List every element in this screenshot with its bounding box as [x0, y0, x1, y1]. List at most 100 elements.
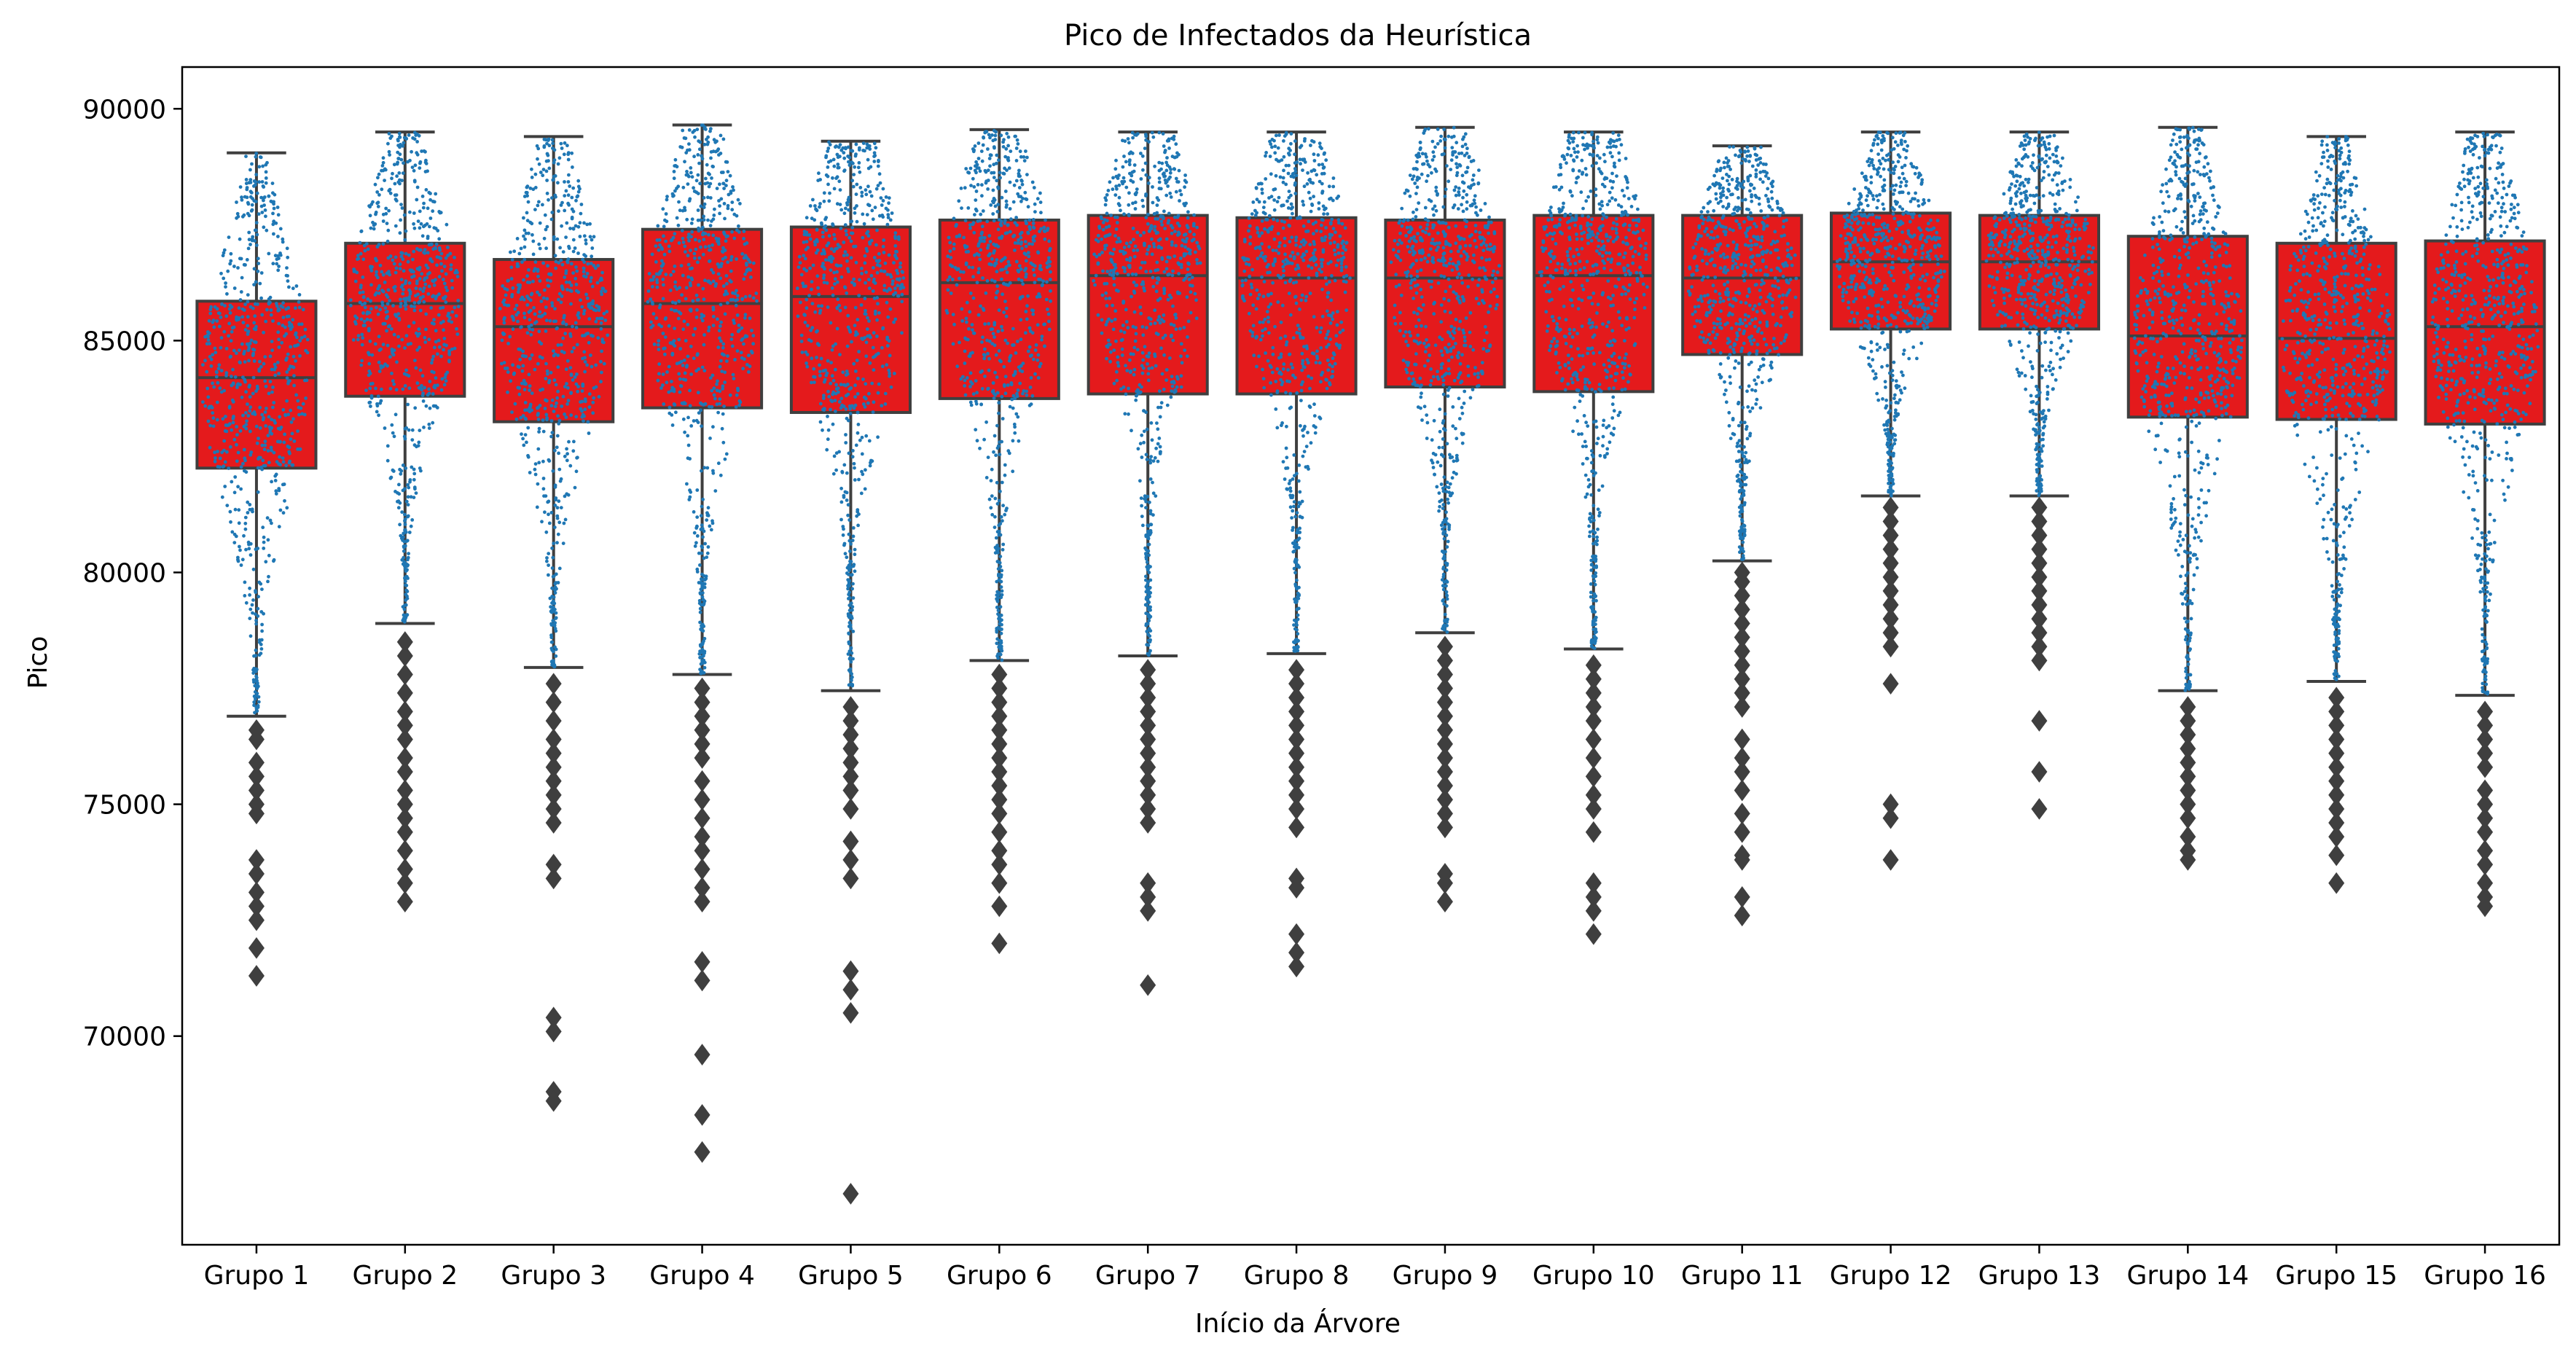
swarm-point: [447, 359, 451, 362]
swarm-point: [251, 392, 255, 396]
swarm-point: [863, 396, 866, 399]
swarm-point: [502, 332, 506, 336]
swarm-point: [740, 252, 744, 256]
swarm-point: [1162, 320, 1166, 324]
swarm-point: [1001, 141, 1005, 144]
swarm-point: [719, 474, 723, 477]
swarm-point: [824, 216, 828, 219]
outlier-point: [397, 664, 413, 686]
swarm-point: [511, 293, 514, 297]
swarm-point: [663, 253, 667, 257]
swarm-point: [887, 369, 890, 372]
swarm-point: [817, 171, 821, 175]
swarm-point: [1146, 222, 1150, 226]
swarm-point: [395, 199, 399, 203]
swarm-point: [423, 283, 427, 286]
swarm-point: [1003, 257, 1006, 260]
swarm-point: [850, 404, 854, 408]
swarm-point: [1041, 283, 1044, 286]
swarm-point: [212, 424, 216, 428]
swarm-point: [260, 413, 264, 417]
swarm-point: [1019, 155, 1023, 159]
swarm-point: [689, 171, 693, 175]
swarm-point: [702, 253, 705, 257]
swarm-point: [719, 365, 722, 369]
swarm-point: [1175, 316, 1178, 320]
y-axis-label: Pico: [23, 636, 53, 689]
swarm-point: [873, 256, 877, 259]
outlier-point: [842, 831, 858, 853]
outlier-point: [842, 849, 858, 871]
swarm-point: [823, 200, 826, 203]
swarm-point: [718, 204, 721, 208]
swarm-point: [893, 236, 897, 240]
swarm-point: [580, 305, 584, 309]
swarm-point: [1176, 233, 1180, 237]
swarm-point: [687, 239, 691, 243]
swarm-point: [1097, 234, 1100, 238]
swarm-point: [693, 327, 697, 331]
swarm-point: [1025, 318, 1029, 321]
swarm-point: [996, 657, 1000, 660]
swarm-point: [407, 486, 410, 490]
swarm-point: [1141, 325, 1145, 329]
swarm-point: [1013, 184, 1017, 187]
swarm-point: [695, 488, 699, 492]
swarm-point: [533, 313, 537, 316]
swarm-point: [551, 431, 555, 434]
swarm-point: [885, 195, 888, 199]
swarm-point: [670, 380, 673, 383]
swarm-point: [678, 300, 681, 303]
swarm-point: [1025, 222, 1028, 225]
swarm-point: [798, 255, 802, 259]
swarm-point: [407, 552, 410, 555]
swarm-point: [856, 524, 860, 528]
swarm-point: [415, 280, 419, 283]
swarm-point: [825, 448, 829, 452]
swarm-point: [556, 390, 560, 394]
swarm-point: [248, 168, 252, 172]
swarm-point: [1033, 281, 1037, 284]
swarm-point: [996, 549, 1000, 552]
swarm-point: [1031, 331, 1035, 335]
swarm-point: [264, 320, 267, 324]
swarm-point: [413, 301, 417, 305]
swarm-point: [848, 621, 852, 625]
swarm-point: [385, 222, 389, 225]
swarm-point: [214, 347, 217, 351]
swarm-point: [398, 523, 402, 526]
swarm-point: [997, 609, 1001, 612]
swarm-point: [508, 335, 512, 339]
swarm-point: [1143, 243, 1146, 247]
swarm-point: [208, 446, 212, 450]
swarm-point: [1158, 176, 1162, 180]
swarm-point: [1030, 243, 1034, 246]
swarm-point: [670, 386, 674, 390]
swarm-point: [1001, 329, 1004, 332]
swarm-point: [600, 371, 603, 375]
swarm-point: [498, 307, 502, 310]
swarm-point: [992, 389, 995, 393]
swarm-point: [1012, 200, 1016, 204]
swarm-point: [838, 353, 842, 356]
swarm-point: [361, 343, 364, 347]
swarm-point: [741, 337, 745, 341]
swarm-point: [377, 193, 381, 197]
outlier-point: [397, 821, 413, 843]
swarm-point: [851, 232, 855, 235]
swarm-point: [685, 286, 689, 290]
swarm-point: [1029, 386, 1033, 389]
swarm-point: [976, 183, 980, 187]
swarm-point: [952, 243, 956, 246]
swarm-point: [357, 334, 361, 337]
swarm-point: [873, 141, 877, 145]
swarm-point: [253, 359, 257, 363]
swarm-point: [990, 257, 994, 261]
swarm-point: [282, 316, 286, 319]
swarm-point: [369, 401, 372, 404]
swarm-point: [1004, 267, 1008, 270]
swarm-point: [853, 466, 856, 470]
swarm-point: [997, 567, 1001, 571]
swarm-point: [1135, 249, 1139, 252]
swarm-point: [412, 472, 416, 476]
